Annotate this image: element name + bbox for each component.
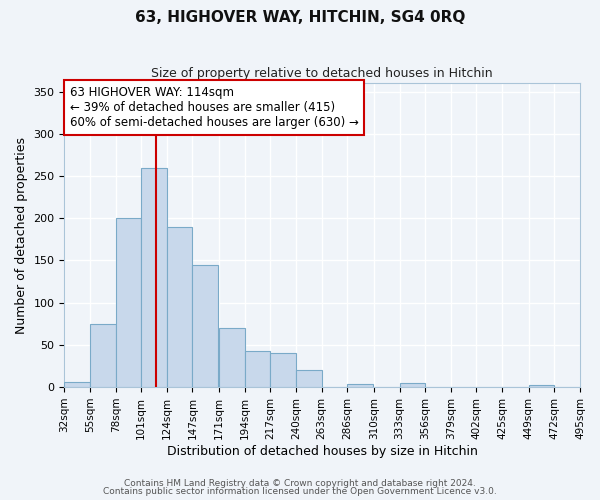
Bar xyxy=(347,384,373,387)
Bar xyxy=(193,264,218,387)
Bar xyxy=(529,386,554,387)
Y-axis label: Number of detached properties: Number of detached properties xyxy=(15,136,28,334)
Bar xyxy=(400,383,425,387)
Text: Contains public sector information licensed under the Open Government Licence v3: Contains public sector information licen… xyxy=(103,488,497,496)
Bar xyxy=(245,351,271,387)
Bar xyxy=(64,382,90,387)
Bar xyxy=(296,370,322,387)
Bar xyxy=(219,328,245,387)
Bar xyxy=(271,354,296,387)
Bar xyxy=(141,168,167,387)
X-axis label: Distribution of detached houses by size in Hitchin: Distribution of detached houses by size … xyxy=(167,444,478,458)
Title: Size of property relative to detached houses in Hitchin: Size of property relative to detached ho… xyxy=(151,68,493,80)
Bar xyxy=(116,218,141,387)
Text: Contains HM Land Registry data © Crown copyright and database right 2024.: Contains HM Land Registry data © Crown c… xyxy=(124,478,476,488)
Text: 63, HIGHOVER WAY, HITCHIN, SG4 0RQ: 63, HIGHOVER WAY, HITCHIN, SG4 0RQ xyxy=(135,10,465,25)
Text: 63 HIGHOVER WAY: 114sqm
← 39% of detached houses are smaller (415)
60% of semi-d: 63 HIGHOVER WAY: 114sqm ← 39% of detache… xyxy=(70,86,358,129)
Bar xyxy=(167,226,193,387)
Bar xyxy=(90,324,116,387)
